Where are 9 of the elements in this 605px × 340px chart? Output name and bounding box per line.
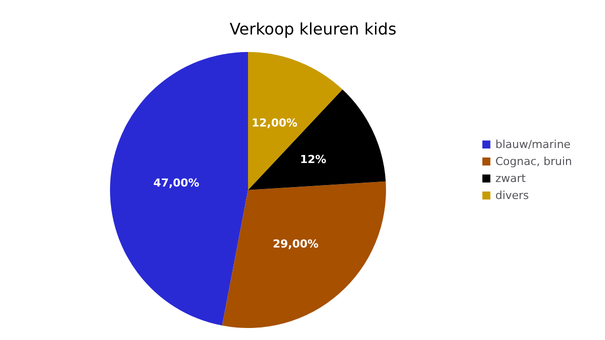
data-label: 12% [300,152,326,166]
legend-label: zwart [495,172,526,185]
data-label: 29,00% [272,238,319,251]
legend-label: divers [495,189,530,202]
data-label: 47,00% [153,176,200,190]
data-label: 12,00% [252,116,298,130]
legend-label: blauw/marine [495,138,571,151]
legend-label: Cognac, bruin [495,155,572,168]
chart-title: Verkoop kleuren kids [230,20,396,38]
